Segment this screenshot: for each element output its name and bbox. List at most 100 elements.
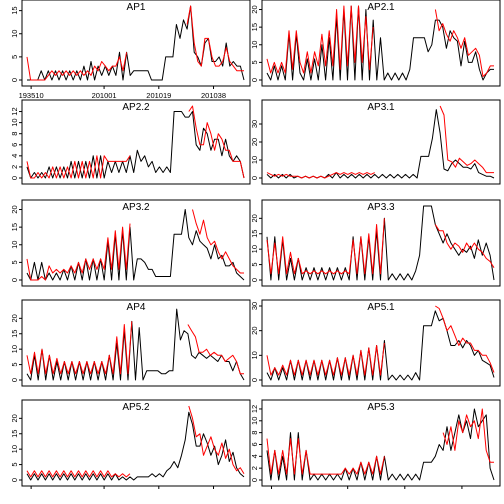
y-tick-label: 10 bbox=[250, 245, 259, 253]
y-tick-label: 10 bbox=[250, 351, 259, 359]
y-tick-label: 15 bbox=[10, 330, 19, 338]
series-line-black bbox=[266, 408, 495, 481]
y-tick-label: 0 bbox=[10, 78, 19, 82]
y-tick-label: 12 bbox=[250, 405, 259, 413]
y-tick-label: 30 bbox=[250, 120, 259, 128]
series-line-red bbox=[26, 321, 244, 375]
series-line-black bbox=[26, 209, 245, 281]
plot-frame bbox=[261, 399, 501, 487]
series-line-red bbox=[266, 218, 495, 275]
series-line-black bbox=[26, 411, 245, 481]
y-tick-label: 10 bbox=[10, 445, 19, 453]
y-tick-label: 0 bbox=[250, 478, 259, 482]
y-tick-label: 0 bbox=[10, 176, 19, 180]
y-tick-label: 15 bbox=[10, 430, 19, 438]
y-tick-label: 15 bbox=[10, 6, 19, 14]
x-tick-label: 193510 bbox=[19, 91, 44, 100]
y-tick-label: 20 bbox=[10, 205, 19, 213]
panel-ap3-1: AP3.1 0 10 20 30 bbox=[250, 99, 501, 185]
panel-ap2-1: AP2.1 0 5 10 15 20 bbox=[250, 0, 501, 87]
y-tick-label: 5 bbox=[10, 260, 19, 264]
y-tick-label: 0 bbox=[250, 176, 259, 180]
plot-frame bbox=[21, 99, 251, 185]
y-tick-label: 6 bbox=[250, 442, 259, 446]
panel-title: AP2.1 bbox=[367, 2, 395, 13]
panel-title: AP5.1 bbox=[367, 302, 395, 313]
series-line-black bbox=[26, 111, 245, 179]
panel-ap3-3: AP3.3 0 5 10 15 20 bbox=[250, 199, 501, 287]
panel-ap5-1: AP5.1 0 10 20 30 bbox=[250, 299, 501, 387]
y-tick-label: 0 bbox=[250, 278, 259, 282]
panel-ap3-2: AP3.2 0 5 10 15 20 bbox=[10, 199, 251, 287]
plot-frame bbox=[21, 299, 251, 387]
series-line-red bbox=[26, 105, 245, 179]
series-line-red bbox=[26, 209, 244, 281]
panel-ap5-2: AP5.2 0 5 10 15 20 bbox=[10, 399, 251, 489]
y-tick-label: 10 bbox=[250, 417, 259, 425]
panel-title: AP1 bbox=[127, 2, 146, 13]
y-tick-label: 12 bbox=[10, 107, 19, 115]
y-tick-label: 15 bbox=[250, 230, 259, 238]
panel-title: AP5.2 bbox=[122, 402, 150, 413]
y-tick-label: 5 bbox=[10, 462, 19, 466]
panel-title: AP5.3 bbox=[367, 402, 395, 413]
y-tick-label: 20 bbox=[10, 414, 19, 422]
y-tick-label: 0 bbox=[10, 278, 19, 282]
y-tick-label: 8 bbox=[250, 431, 259, 435]
y-tick-label: 5 bbox=[250, 262, 259, 266]
y-tick-label: 5 bbox=[10, 55, 19, 59]
plot-frame bbox=[21, 199, 251, 287]
y-tick-label: 20 bbox=[250, 326, 259, 334]
y-tick-label: 10 bbox=[10, 241, 19, 249]
panel-title: AP3.3 bbox=[367, 202, 395, 213]
y-tick-label: 15 bbox=[10, 223, 19, 231]
panel-ap1: AP1 0 5 10 15 193510 201001 201019 201038 bbox=[10, 0, 251, 100]
panel-title: AP3.2 bbox=[122, 202, 150, 213]
plot-frame bbox=[261, 299, 501, 387]
series-line-black bbox=[266, 5, 494, 81]
y-tick-label: 30 bbox=[250, 302, 259, 310]
y-tick-label: 8 bbox=[10, 132, 19, 136]
y-tick-label: 20 bbox=[250, 138, 259, 146]
y-tick-label: 20 bbox=[250, 5, 259, 13]
y-tick-label: 6 bbox=[10, 143, 19, 147]
x-tick-label: 201001 bbox=[92, 91, 117, 100]
series-line-black bbox=[26, 308, 245, 381]
y-tick-label: 20 bbox=[10, 314, 19, 322]
plot-frame bbox=[261, 0, 501, 87]
y-tick-label: 0 bbox=[250, 378, 259, 382]
plot-frame bbox=[21, 399, 251, 487]
y-tick-label: 0 bbox=[10, 378, 19, 382]
panel-title: AP3.1 bbox=[367, 102, 395, 113]
x-tick-label: 201019 bbox=[146, 91, 171, 100]
series-line-red bbox=[266, 305, 495, 376]
y-tick-label: 10 bbox=[250, 41, 259, 49]
series-line-black bbox=[27, 5, 245, 81]
y-tick-label: 15 bbox=[250, 23, 259, 31]
y-tick-label: 10 bbox=[10, 345, 19, 353]
panel-ap5-3: AP5.3 0 2 4 6 8 10 12 bbox=[250, 399, 501, 489]
y-tick-label: 4 bbox=[250, 454, 259, 458]
series-line-red bbox=[266, 105, 494, 179]
series-line-red bbox=[26, 405, 245, 478]
y-tick-label: 2 bbox=[250, 466, 259, 470]
panel-title: AP4 bbox=[127, 302, 146, 313]
series-line-red bbox=[26, 5, 244, 81]
y-tick-label: 0 bbox=[10, 478, 19, 482]
y-tick-label: 2 bbox=[10, 165, 19, 169]
panel-title: AP2.2 bbox=[122, 102, 150, 113]
y-tick-label: 5 bbox=[250, 60, 259, 64]
y-tick-label: 5 bbox=[10, 362, 19, 366]
y-tick-label: 10 bbox=[10, 30, 19, 38]
series-line-black bbox=[266, 109, 495, 179]
y-tick-label: 4 bbox=[10, 154, 19, 158]
y-tick-label: 0 bbox=[250, 78, 259, 82]
series-line-red bbox=[266, 408, 494, 475]
y-tick-label: 20 bbox=[250, 214, 259, 222]
y-tick-label: 10 bbox=[250, 156, 259, 164]
plot-frame bbox=[21, 0, 251, 87]
series-line-red bbox=[266, 5, 494, 77]
y-tick-label: 10 bbox=[10, 118, 19, 126]
panel-ap4: AP4 0 5 10 15 20 bbox=[10, 299, 251, 387]
